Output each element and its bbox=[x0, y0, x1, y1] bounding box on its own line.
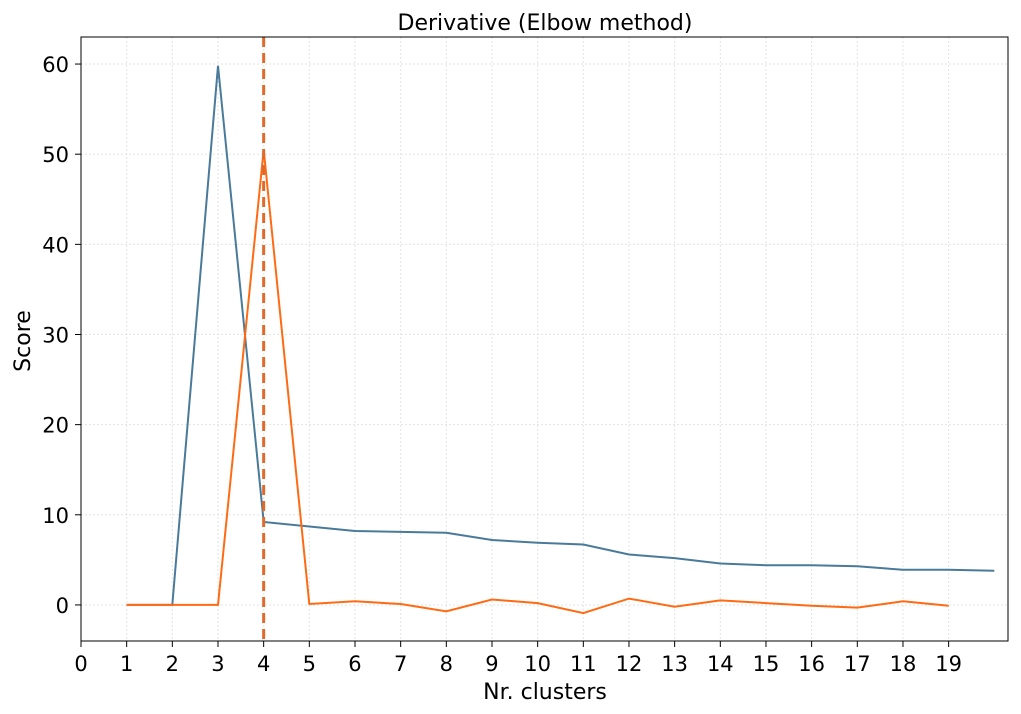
x-tick-label: 14 bbox=[707, 652, 734, 676]
x-tick-label: 7 bbox=[394, 652, 407, 676]
series-line-1 bbox=[126, 65, 995, 606]
x-tick-label: 9 bbox=[485, 652, 498, 676]
y-tick-label: 0 bbox=[56, 594, 69, 618]
x-tick-label: 5 bbox=[303, 652, 316, 676]
x-tick-label: 4 bbox=[257, 652, 270, 676]
x-tick-label: 2 bbox=[166, 652, 179, 676]
x-tick-label: 13 bbox=[661, 652, 688, 676]
grid bbox=[80, 37, 1008, 641]
y-tick-label: 10 bbox=[42, 504, 69, 528]
x-tick-label: 1 bbox=[120, 652, 133, 676]
y-tick-label: 50 bbox=[42, 143, 69, 167]
x-tick-label: 11 bbox=[570, 652, 597, 676]
x-axis-label: Nr. clusters bbox=[483, 680, 607, 705]
x-tick-label: 12 bbox=[616, 652, 643, 676]
chart-title: Derivative (Elbow method) bbox=[398, 11, 693, 36]
x-axis-ticks: 0 1 2 3 4 5 6 7 8 9 10 11 12 13 14 15 16 17 18 19 bbox=[74, 641, 962, 676]
x-tick-label: 6 bbox=[348, 652, 361, 676]
y-axis-ticks: 0 10 20 30 40 50 60 bbox=[42, 53, 81, 618]
y-axis-label: Score bbox=[11, 310, 36, 372]
y-tick-label: 40 bbox=[42, 233, 69, 257]
x-tick-label: 17 bbox=[844, 652, 871, 676]
x-tick-label: 8 bbox=[440, 652, 453, 676]
y-tick-label: 20 bbox=[42, 414, 69, 438]
x-tick-label: 16 bbox=[798, 652, 825, 676]
x-tick-label: 15 bbox=[753, 652, 780, 676]
plot-frame bbox=[80, 36, 1009, 642]
x-tick-label: 3 bbox=[211, 652, 224, 676]
x-tick-label: 0 bbox=[74, 652, 87, 676]
x-tick-label: 18 bbox=[890, 652, 917, 676]
x-tick-label: 10 bbox=[524, 652, 551, 676]
x-tick-label: 19 bbox=[935, 652, 962, 676]
y-tick-label: 60 bbox=[42, 53, 69, 77]
y-tick-label: 30 bbox=[42, 323, 69, 347]
series-lines bbox=[126, 65, 995, 615]
